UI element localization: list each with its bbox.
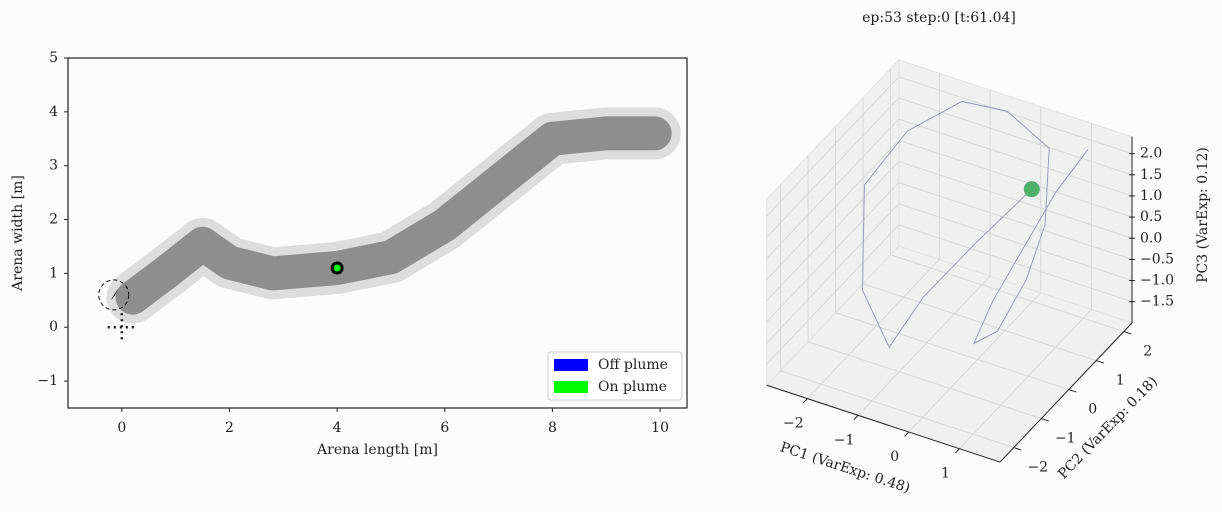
x-tick-label: 8 bbox=[548, 420, 557, 436]
y-tick-label: −1 bbox=[1055, 431, 1076, 447]
x-tick-label: 0 bbox=[117, 420, 126, 436]
x-axis-label: Arena length [m] bbox=[316, 442, 438, 458]
legend-swatch bbox=[554, 359, 588, 371]
grid-line bbox=[898, 118, 1133, 197]
grid-line bbox=[898, 182, 1133, 260]
z-tick-label: 1.0 bbox=[1140, 188, 1162, 204]
grid-line bbox=[898, 76, 1133, 155]
x-tick-label: 2 bbox=[225, 420, 234, 436]
x-tick-label: 0 bbox=[890, 449, 899, 465]
y-tick bbox=[1013, 447, 1022, 451]
trajectory bbox=[861, 100, 1089, 349]
start-circle bbox=[98, 279, 130, 311]
x-tick bbox=[904, 431, 910, 437]
grid-line bbox=[898, 224, 1133, 303]
grid-line bbox=[898, 203, 1133, 282]
x-tick-label: 6 bbox=[440, 420, 449, 436]
legend-label: Off plume bbox=[598, 357, 668, 373]
z-tick-label: 0.5 bbox=[1140, 209, 1162, 225]
y-tick bbox=[1041, 418, 1050, 422]
y-axis-label: Arena width [m] bbox=[10, 175, 26, 292]
z-tick-label: 2.0 bbox=[1140, 146, 1162, 162]
z-tick-label: 1.5 bbox=[1140, 167, 1162, 183]
z-tick-label: −1.5 bbox=[1140, 294, 1174, 310]
legend-swatch bbox=[554, 381, 588, 393]
z-tick-label: −0.5 bbox=[1140, 251, 1174, 267]
grid-line bbox=[959, 309, 1092, 450]
x-tick-label: −1 bbox=[834, 432, 855, 448]
y-tick-label: 2 bbox=[49, 212, 58, 228]
x-tick-label: −2 bbox=[783, 416, 804, 432]
y-tick bbox=[1123, 331, 1132, 335]
grid-line bbox=[898, 160, 1133, 239]
y-tick-label: −2 bbox=[1027, 460, 1048, 476]
grid-line bbox=[766, 118, 900, 259]
grid-line bbox=[862, 283, 1097, 362]
grid-line bbox=[898, 97, 1133, 176]
grid-line bbox=[766, 182, 900, 323]
y-tick-label: 2 bbox=[1143, 344, 1152, 360]
grid-line bbox=[898, 139, 1133, 218]
y-tick-label: −1 bbox=[37, 373, 58, 389]
y-tick-label: 1 bbox=[1116, 373, 1125, 389]
chart-title: ep:53 step:0 [t:61.04] bbox=[862, 10, 1016, 26]
y-tick-label: 3 bbox=[49, 158, 58, 174]
y-tick-label: 4 bbox=[49, 104, 58, 120]
x-tick bbox=[802, 398, 808, 404]
y-tick bbox=[1096, 360, 1105, 364]
grid-line bbox=[766, 203, 900, 344]
grid-line bbox=[806, 259, 940, 399]
z-tick-label: 0.0 bbox=[1140, 230, 1162, 246]
x-axis-line bbox=[766, 384, 1001, 463]
x-tick bbox=[954, 448, 960, 454]
grid-line bbox=[780, 370, 1014, 449]
z-tick-label: −1.0 bbox=[1140, 273, 1174, 289]
x-tick-label: 4 bbox=[333, 420, 342, 436]
grid-line bbox=[835, 312, 1069, 391]
grid-line bbox=[890, 254, 1124, 333]
source-cross bbox=[107, 313, 136, 344]
grid-line bbox=[766, 76, 900, 217]
current-state bbox=[1023, 181, 1040, 198]
y-tick bbox=[1068, 389, 1077, 393]
agent bbox=[330, 261, 344, 275]
z-axis-label: PC3 (VarExp: 0.12) bbox=[1195, 147, 1211, 283]
plot-area bbox=[67, 57, 688, 409]
grid-line bbox=[766, 224, 900, 365]
y-tick-label: 0 bbox=[1088, 402, 1097, 418]
grid-line bbox=[807, 341, 1042, 420]
plume bbox=[115, 116, 672, 315]
grid-line bbox=[766, 97, 900, 238]
legend-label: On plume bbox=[598, 379, 667, 395]
heading-arrow bbox=[110, 287, 119, 300]
x-tick bbox=[853, 414, 859, 420]
grid-line bbox=[766, 139, 900, 280]
y-axis-line bbox=[999, 322, 1133, 463]
y-tick-label: 0 bbox=[49, 319, 58, 335]
y-tick-label: 5 bbox=[49, 50, 58, 66]
grid-line bbox=[857, 275, 991, 416]
grid-line bbox=[766, 161, 900, 301]
left-pane bbox=[766, 58, 900, 387]
x-tick-label: 1 bbox=[941, 466, 950, 482]
grid-line bbox=[908, 292, 1042, 433]
x-tick-label: 10 bbox=[651, 420, 669, 436]
y-tick-label: 1 bbox=[49, 265, 58, 281]
